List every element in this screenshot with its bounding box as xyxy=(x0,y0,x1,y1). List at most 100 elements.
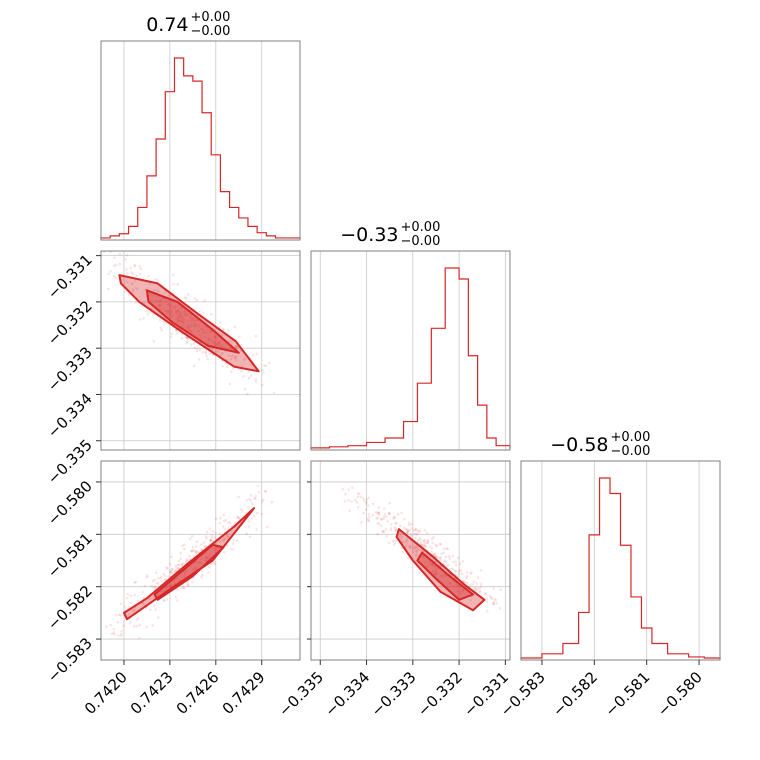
sample-point xyxy=(383,507,386,510)
y-tick-label: −0.583 xyxy=(44,634,96,686)
sample-point xyxy=(432,552,436,556)
sample-point xyxy=(112,627,116,631)
sample-point xyxy=(199,337,203,340)
sample-point xyxy=(201,351,204,354)
sample-point xyxy=(181,320,185,324)
sample-point xyxy=(458,585,462,588)
sample-point xyxy=(196,561,200,564)
sample-point xyxy=(394,521,397,525)
sample-point xyxy=(175,317,178,320)
sample-point xyxy=(377,522,381,525)
sample-point xyxy=(445,547,448,550)
panel-title-upper-error: +0.00 xyxy=(611,430,651,445)
sample-point xyxy=(434,572,437,576)
sample-point xyxy=(208,539,212,542)
sample-point xyxy=(356,492,360,496)
sample-point xyxy=(399,532,402,535)
sample-point xyxy=(457,572,461,575)
sample-point xyxy=(434,543,438,547)
sample-point xyxy=(426,541,429,544)
sample-point xyxy=(218,340,221,344)
sample-point xyxy=(422,555,425,558)
sample-point xyxy=(488,595,492,598)
sample-point xyxy=(408,521,411,524)
sample-point xyxy=(492,587,496,590)
sample-point xyxy=(426,565,430,568)
sample-point xyxy=(454,569,458,573)
sample-point xyxy=(347,499,350,502)
sample-point xyxy=(117,634,120,637)
sample-point xyxy=(190,330,193,334)
sample-point xyxy=(227,354,231,358)
sample-point xyxy=(215,349,219,353)
histogram-panel-1 xyxy=(310,250,511,451)
sample-point xyxy=(187,319,190,322)
sample-point xyxy=(443,559,446,562)
sample-point xyxy=(410,534,413,538)
sample-point xyxy=(177,567,180,570)
sample-point xyxy=(233,356,237,360)
sample-point xyxy=(361,496,365,500)
sample-point xyxy=(228,382,232,386)
sample-point xyxy=(423,543,427,546)
sample-point xyxy=(169,309,173,312)
sample-point xyxy=(218,343,221,347)
sample-point xyxy=(255,528,258,531)
sample-point xyxy=(448,581,452,585)
sample-point xyxy=(461,560,465,563)
sample-point xyxy=(435,570,438,574)
sample-point xyxy=(385,515,388,518)
sample-point xyxy=(223,537,226,540)
sample-point xyxy=(451,554,455,558)
sample-point xyxy=(222,328,225,331)
sample-point xyxy=(185,340,189,343)
sample-point xyxy=(458,569,461,573)
sample-point xyxy=(178,311,181,314)
x-tick-label: −0.332 xyxy=(414,668,466,720)
sample-point xyxy=(439,574,443,578)
sample-point xyxy=(118,262,122,266)
sample-point xyxy=(145,575,148,579)
sample-point xyxy=(434,572,438,575)
sample-point xyxy=(148,282,151,285)
sample-point xyxy=(393,526,397,529)
sample-point xyxy=(159,577,162,580)
sample-point xyxy=(228,521,232,525)
sample-point xyxy=(219,353,222,357)
sample-point xyxy=(150,584,153,588)
sample-point xyxy=(226,527,230,530)
sample-point xyxy=(416,529,420,532)
sample-point xyxy=(237,516,241,520)
sample-point xyxy=(446,563,450,567)
sample-point xyxy=(254,334,258,338)
sample-point xyxy=(399,538,403,541)
sample-point xyxy=(154,299,158,303)
sample-point xyxy=(130,281,134,285)
sample-point xyxy=(166,585,169,589)
sample-point xyxy=(404,539,408,543)
sample-point xyxy=(235,345,238,349)
sample-point xyxy=(364,508,368,511)
sample-point xyxy=(126,280,129,284)
sample-point xyxy=(407,556,410,560)
sample-point xyxy=(448,554,451,558)
sample-point xyxy=(190,343,193,347)
sample-point xyxy=(127,613,131,616)
sample-point xyxy=(163,322,167,325)
y-tick-label: −0.332 xyxy=(44,297,96,349)
sample-point xyxy=(220,333,224,337)
sample-point xyxy=(362,511,366,515)
sample-point xyxy=(218,341,221,345)
sample-point xyxy=(152,293,156,297)
sample-point xyxy=(476,576,480,579)
sample-point xyxy=(156,289,160,293)
sample-point xyxy=(401,540,405,544)
sample-point xyxy=(174,569,177,573)
sample-point xyxy=(205,556,209,560)
sample-point xyxy=(163,574,167,577)
sample-point xyxy=(166,310,170,314)
sample-point xyxy=(107,272,110,276)
sample-point xyxy=(413,546,416,550)
sample-point xyxy=(213,535,217,539)
